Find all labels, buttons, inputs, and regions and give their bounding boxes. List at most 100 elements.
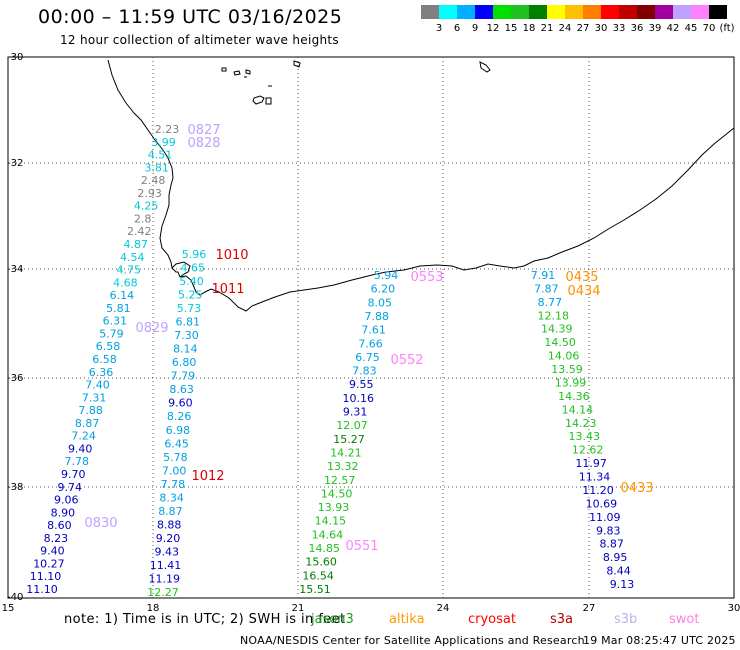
pass-time-label: 0829 [135, 321, 168, 336]
generated-timestamp: 19 Mar 08:25:47 UTC 2025 [583, 634, 736, 647]
wave-height-value: 14.85 [309, 542, 341, 555]
pass-time-label: 0827 [187, 123, 220, 138]
wave-height-value: 8.05 [368, 296, 393, 309]
scale-swatch [673, 5, 691, 19]
wave-height-value: 10.16 [342, 392, 374, 405]
wave-height-value: 6.20 [371, 283, 396, 296]
map-frame [7, 56, 735, 599]
scale-swatch [457, 5, 475, 19]
wave-height-value: 11.41 [150, 559, 182, 572]
wave-height-value: 5.78 [163, 451, 188, 464]
graticule [8, 57, 734, 598]
wave-height-value: 6.81 [176, 316, 201, 329]
wave-height-value: 5.73 [177, 302, 202, 315]
wave-height-value: 12.62 [572, 444, 604, 457]
pass-time-label: 0435 [565, 270, 598, 285]
scale-label: 70 [702, 23, 716, 34]
legend-item-s3a: s3a [550, 612, 574, 627]
wave-height-value: 8.14 [173, 343, 198, 356]
scale-swatch [529, 5, 547, 19]
wave-height-value: 11.19 [148, 572, 180, 585]
pass-time-label: 1011 [211, 282, 244, 297]
wave-height-value: 11.20 [582, 484, 614, 497]
wave-height-value: 12.57 [324, 474, 356, 487]
scale-label: 36 [630, 23, 644, 34]
wave-height-value: 2.48 [141, 174, 166, 187]
wave-height-value: 2.93 [137, 187, 162, 200]
wave-height-value: 12.27 [147, 586, 179, 599]
wave-height-value: 15.51 [299, 583, 331, 596]
scale-label: 21 [540, 23, 554, 34]
wave-height-value: 13.43 [568, 430, 600, 443]
wave-height-value: 6.75 [355, 351, 380, 364]
wave-height-value: 8.26 [167, 410, 192, 423]
wave-height-value: 7.88 [78, 404, 103, 417]
legend-item-cryosat: cryosat [468, 612, 516, 627]
wave-height-value: 7.61 [361, 324, 386, 337]
scale-swatch [493, 5, 511, 19]
wave-height-value: 8.44 [606, 565, 631, 578]
legend-item-swot: swot [669, 612, 700, 627]
lon-label: 30 [728, 603, 740, 614]
wave-height-value: 5.79 [99, 327, 124, 340]
wave-height-value: 5.40 [179, 275, 204, 288]
lat-label: -32 [7, 158, 23, 169]
wave-height-value: 4.25 [134, 200, 159, 213]
wave-height-value: 4.87 [124, 238, 149, 251]
wave-height-value: 13.93 [318, 501, 350, 514]
wave-height-value: 8.87 [75, 417, 100, 430]
lon-label: 18 [147, 603, 160, 614]
south-africa-coastline [107, 59, 735, 312]
wave-height-value: 8.95 [603, 551, 628, 564]
pass-time-label: 0551 [345, 539, 378, 554]
wave-height-value: 9.13 [610, 578, 635, 591]
scale-swatch [601, 5, 619, 19]
scale-label: 27 [576, 23, 590, 34]
map-border [7, 56, 735, 599]
wave-height-value: 4.75 [117, 264, 142, 277]
scale-swatch [421, 5, 439, 19]
wave-height-value: 7.66 [358, 337, 383, 350]
wave-height-value: 11.10 [30, 570, 62, 583]
wave-height-value: 6.58 [92, 353, 117, 366]
wave-height-value: 5.25 [178, 289, 203, 302]
wave-height-value: 15.27 [333, 433, 365, 446]
wave-height-value: 11.97 [575, 457, 607, 470]
False-Bay-outline [171, 261, 191, 278]
wave-height-value: 7.31 [82, 391, 107, 404]
lon-label: 15 [2, 603, 15, 614]
wave-height-value: 9.31 [343, 406, 368, 419]
pass-time-label: 1010 [215, 248, 248, 263]
wave-height-value: 5.81 [106, 302, 131, 315]
wave-height-value: 7.24 [71, 430, 96, 443]
map-title: 00:00 – 11:59 UTC 03/16/2025 [38, 6, 343, 28]
wave-height-value: 3.99 [151, 136, 176, 149]
wave-height-value: 8.23 [44, 532, 69, 545]
wave-height-value: 6.31 [103, 315, 128, 328]
wave-height-value: 6.98 [166, 424, 191, 437]
wave-height-value: 14.14 [562, 403, 594, 416]
wave-height-value: 9.40 [40, 545, 65, 558]
pass-time-label: 0433 [620, 481, 653, 496]
lat-label: -40 [7, 592, 23, 603]
wave-height-value: 9.20 [156, 532, 181, 545]
scale-swatch [709, 5, 727, 19]
wave-height-value: 16.54 [302, 569, 334, 582]
wave-height-value: 2.8 [134, 212, 152, 225]
lat-label: -34 [7, 264, 23, 275]
wave-height-value: 11.34 [579, 471, 611, 484]
scale-swatch [511, 5, 529, 19]
scale-swatch [637, 5, 655, 19]
wave-height-value: 6.36 [89, 366, 114, 379]
wave-height-value: 9.74 [58, 481, 83, 494]
pass-time-label: 0828 [187, 136, 220, 151]
wave-height-value: 14.23 [565, 417, 597, 430]
wave-height-value: 2.23 [155, 123, 180, 136]
scale-label: 30 [594, 23, 608, 34]
wave-height-value: 3.81 [144, 161, 169, 174]
scale-unit: (ft) [719, 23, 735, 34]
wave-height-values: 2.233.994.513.812.482.934.252.82.424.874… [26, 123, 634, 599]
